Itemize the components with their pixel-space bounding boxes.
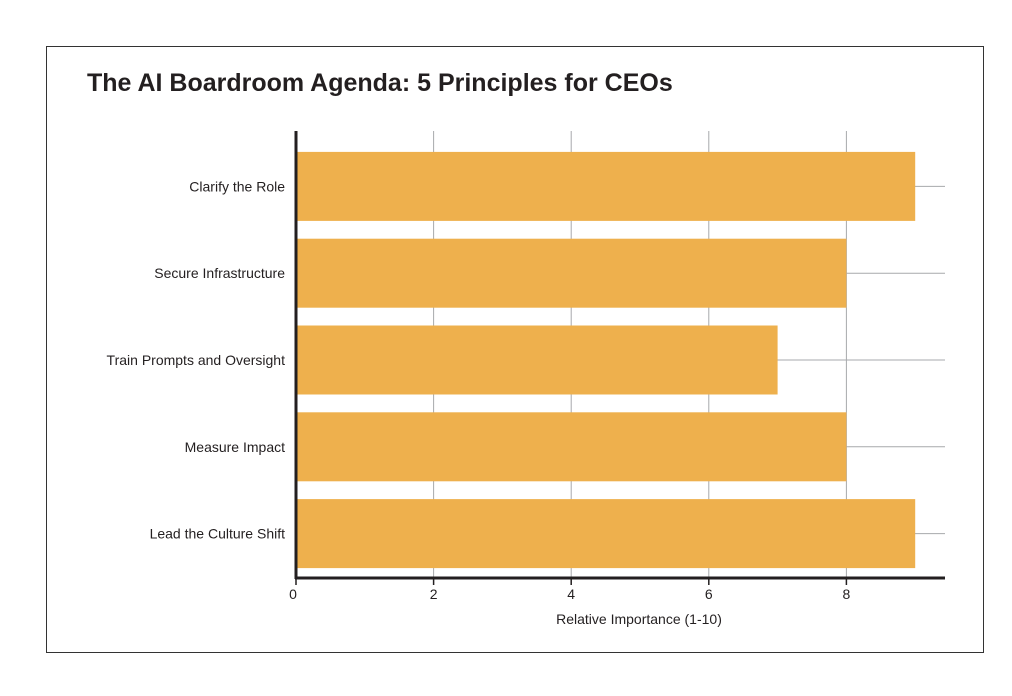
- category-label: Clarify the Role: [189, 178, 285, 194]
- x-tick-label: 0: [289, 586, 297, 602]
- category-label: Measure Impact: [185, 439, 285, 455]
- x-tick-label: 4: [567, 586, 575, 602]
- category-label: Lead the Culture Shift: [150, 526, 286, 542]
- bar: [296, 151, 916, 221]
- x-tick-label: 6: [705, 586, 713, 602]
- x-axis-label: Relative Importance (1-10): [556, 611, 722, 627]
- bar: [296, 325, 778, 395]
- bar: [296, 238, 847, 308]
- bar: [296, 412, 847, 482]
- x-tick-label: 2: [430, 586, 438, 602]
- x-tick-label: 8: [843, 586, 851, 602]
- bar: [296, 499, 916, 569]
- chart-title: The AI Boardroom Agenda: 5 Principles fo…: [87, 69, 673, 97]
- category-label: Train Prompts and Oversight: [107, 352, 286, 368]
- category-label: Secure Infrastructure: [154, 265, 285, 281]
